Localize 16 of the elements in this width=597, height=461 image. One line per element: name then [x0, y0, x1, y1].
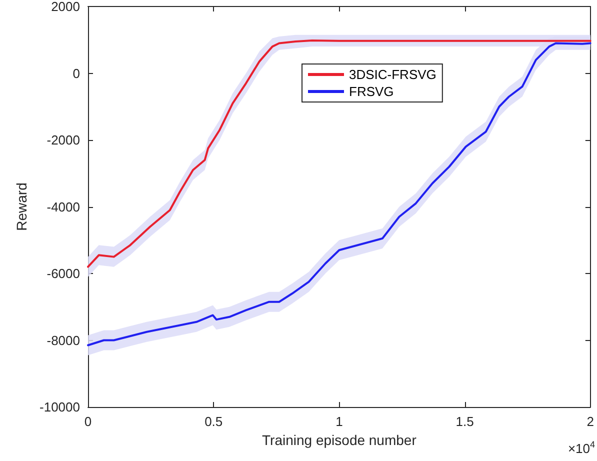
- y-tick-label: -10000: [40, 400, 80, 414]
- y-tick-label: 0: [72, 66, 80, 81]
- legend-label: FRSVG: [349, 84, 394, 99]
- x-tick-label: 0.5: [204, 414, 223, 429]
- legend-label: 3DSIC-FRSVG: [349, 67, 436, 82]
- y-axis-title: Reward: [14, 182, 30, 231]
- x-tick-label: 1: [336, 414, 343, 429]
- x-tick-label: 1.5: [456, 414, 474, 429]
- y-tick-label: -4000: [46, 199, 80, 214]
- x-tick-label: 0: [84, 414, 92, 429]
- y-tick-label: 2000: [51, 0, 80, 14]
- x-axis-title: Training episode number: [262, 432, 417, 448]
- y-tick-label: -8000: [46, 332, 80, 348]
- y-tick-label: -2000: [46, 132, 80, 148]
- y-tick-label: -6000: [46, 266, 80, 281]
- x-tick-label: 2: [586, 414, 594, 429]
